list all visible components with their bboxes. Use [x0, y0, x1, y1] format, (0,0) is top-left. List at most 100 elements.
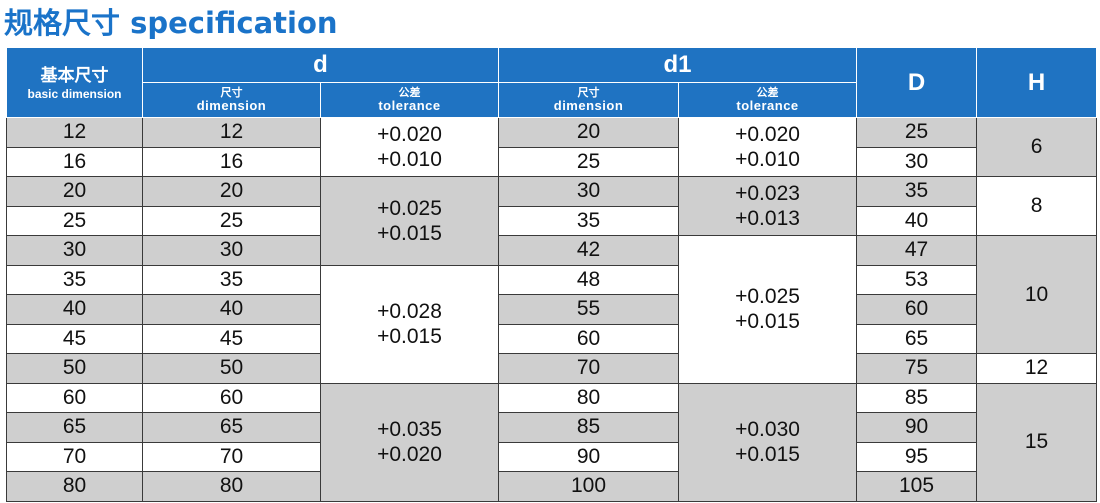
- page-title: 规格尺寸 specification: [4, 6, 338, 40]
- D-cell: 90: [856, 412, 978, 443]
- d1-dimension-cell: 35: [498, 205, 680, 236]
- dimension-label-en: dimension: [553, 98, 624, 113]
- basic-cell: 50: [6, 353, 143, 384]
- tolerance-label-en: tolerance: [736, 98, 799, 113]
- d1-dimension-cell: 60: [498, 323, 680, 354]
- basic-dimension-header: 基本尺寸 basic dimension: [6, 47, 143, 118]
- d1-tolerance-header: 公差 tolerance: [678, 82, 858, 118]
- header-row-2: 尺寸 dimension 公差 tolerance 尺寸 dimension 公…: [7, 82, 1097, 118]
- D-cell: 53: [856, 264, 978, 295]
- tolerance-lower: +0.020: [377, 443, 442, 466]
- table-row: 20 20 +0.025 +0.015 30 +0.023 +0.013 35 …: [6, 176, 1098, 266]
- D-cell: 47: [856, 235, 978, 266]
- D-cell: 35: [856, 176, 978, 207]
- basic-cell: 45: [6, 323, 143, 354]
- H-cell: 12: [976, 353, 1098, 384]
- H-cell: 10: [976, 235, 1098, 354]
- table-row: 40 40 55 60: [6, 294, 1097, 325]
- D-cell: 95: [856, 441, 978, 472]
- table-row: 16 16 25 30: [6, 146, 1097, 177]
- table-row: 25 25 35 40: [6, 205, 1097, 236]
- d-dimension-cell: 50: [142, 353, 321, 384]
- table-row: 50 50 70 75 12: [6, 353, 1098, 384]
- basic-cell: 80: [6, 471, 143, 502]
- d1-dimension-cell: 20: [498, 117, 680, 148]
- d-tolerance-cell: +0.028 +0.015: [319, 264, 500, 384]
- dimension-label-en: dimension: [196, 98, 267, 113]
- d-dimension-cell: 70: [142, 441, 321, 472]
- table-row: 12 12 +0.020 +0.010 20 +0.020 +0.010 25 …: [6, 117, 1098, 177]
- tolerance-upper: +0.020: [377, 123, 442, 146]
- table-row: 35 35 +0.028 +0.015 48 53: [6, 264, 1097, 384]
- d1-header: d1: [498, 47, 858, 83]
- tolerance-upper: +0.028: [377, 300, 442, 323]
- tolerance-upper: +0.025: [377, 196, 442, 220]
- d1-dimension-header: 尺寸 dimension: [498, 82, 680, 118]
- d-dimension-cell: 80: [142, 471, 321, 502]
- d1-tolerance-cell: +0.025 +0.015: [678, 235, 858, 384]
- d1-dimension-cell: 90: [498, 441, 680, 472]
- tolerance-upper: +0.025: [735, 285, 800, 309]
- d1-dimension-cell: 70: [498, 353, 680, 384]
- d-tolerance-cell: +0.035 +0.020: [319, 382, 500, 502]
- d-dimension-cell: 16: [142, 146, 321, 177]
- basic-cell: 25: [6, 205, 143, 236]
- D-cell: 85: [856, 382, 978, 413]
- d1-dimension-cell: 80: [498, 382, 680, 413]
- basic-cell: 65: [6, 412, 143, 443]
- d1-tolerance-cell: +0.030 +0.015: [678, 382, 858, 502]
- D-cell: 40: [856, 205, 978, 236]
- d1-dimension-cell: 85: [498, 412, 680, 443]
- basic-cell: 60: [6, 382, 143, 413]
- d-tolerance-cell: +0.025 +0.015: [319, 176, 500, 266]
- table-row: 30 30 42 +0.025 +0.015 47 10: [6, 235, 1098, 384]
- H-header: H: [976, 47, 1098, 118]
- d-tolerance-cell: +0.020 +0.010: [319, 117, 500, 177]
- d-dimension-cell: 30: [142, 235, 321, 266]
- D-cell: 60: [856, 294, 978, 325]
- tolerance-upper: +0.023: [735, 182, 800, 205]
- d1-tolerance-cell: +0.023 +0.013: [678, 176, 858, 236]
- table-row: 70 70 90 95: [6, 441, 1097, 472]
- d1-dimension-cell: 48: [498, 264, 680, 295]
- d1-dimension-cell: 55: [498, 294, 680, 325]
- H-cell: 6: [976, 117, 1098, 177]
- d-dimension-cell: 65: [142, 412, 321, 443]
- tolerance-label-en: tolerance: [378, 98, 441, 113]
- header-row-1: 基本尺寸 basic dimension d d1 D H: [6, 47, 1098, 118]
- D-cell: 65: [856, 323, 978, 354]
- table-row: 45 45 60 65: [6, 323, 1097, 354]
- basic-dimension-label-en: basic dimension: [27, 86, 122, 101]
- d-tolerance-header: 公差 tolerance: [319, 82, 500, 118]
- dimension-label-zh: 尺寸: [577, 86, 600, 99]
- table-row: 65 65 85 90: [6, 412, 1097, 443]
- d1-dimension-cell: 42: [498, 235, 680, 266]
- H-cell: 8: [976, 176, 1098, 236]
- d-dimension-cell: 40: [142, 294, 321, 325]
- d-dimension-cell: 12: [142, 117, 321, 148]
- D-cell: 105: [856, 471, 978, 502]
- basic-cell: 35: [6, 264, 143, 295]
- tolerance-lower: +0.010: [377, 148, 442, 171]
- tolerance-upper: +0.020: [735, 123, 800, 146]
- table-row: 80 80 100 105: [6, 471, 1097, 502]
- tolerance-upper: +0.030: [735, 418, 800, 441]
- tolerance-upper: +0.035: [377, 418, 442, 441]
- basic-cell: 40: [6, 294, 143, 325]
- basic-cell: 20: [6, 176, 143, 207]
- tolerance-lower: +0.015: [735, 443, 800, 466]
- d-dimension-cell: 20: [142, 176, 321, 207]
- tolerance-label-zh: 公差: [398, 86, 421, 99]
- D-cell: 30: [856, 146, 978, 177]
- table-row: 60 60 +0.035 +0.020 80 +0.030 +0.015 85 …: [6, 382, 1098, 502]
- d-dimension-header: 尺寸 dimension: [142, 82, 321, 118]
- basic-cell: 30: [6, 235, 143, 266]
- d1-tolerance-cell: +0.020 +0.010: [678, 117, 858, 177]
- H-cell: 15: [976, 382, 1098, 502]
- tolerance-lower: +0.013: [735, 207, 800, 230]
- d-dimension-cell: 60: [142, 382, 321, 413]
- D-header: D: [856, 47, 978, 118]
- d-dimension-cell: 25: [142, 205, 321, 236]
- d1-dimension-cell: 30: [498, 176, 680, 207]
- d-dimension-cell: 35: [142, 264, 321, 295]
